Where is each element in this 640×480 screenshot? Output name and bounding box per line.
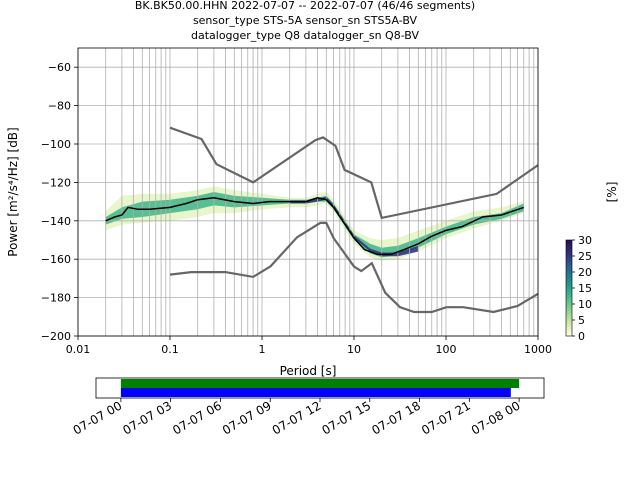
x-tick-label: 0.1: [161, 343, 179, 356]
colorbar-step: [566, 298, 572, 301]
x-tick-label: 1: [259, 343, 266, 356]
colorbar-step: [566, 244, 572, 247]
colorbar-step: [566, 288, 572, 291]
colorbar-step: [566, 254, 572, 257]
title-line-2: sensor_type STS-5A sensor_sn STS5A-BV: [193, 14, 418, 27]
colorbar-tick-label: 5: [578, 314, 585, 327]
colorbar-step: [566, 240, 572, 243]
colorbar-step: [566, 252, 572, 255]
colorbar-step: [566, 278, 572, 281]
y-tick-label: −80: [48, 100, 71, 113]
colorbar-step: [566, 334, 572, 337]
density-band-25pct: [289, 196, 419, 257]
colorbar-tick-label: 15: [578, 282, 592, 295]
colorbar-step: [566, 326, 572, 329]
colorbar-label: [%]: [605, 182, 619, 203]
colorbar-step: [566, 294, 572, 297]
x-tick-label: 100: [436, 343, 457, 356]
nlnm-curve: [169, 221, 539, 314]
colorbar-step: [566, 280, 572, 283]
title-line-3: datalogger_type Q8 datalogger_sn Q8-BV: [191, 29, 419, 42]
colorbar-tick-label: 0: [578, 330, 585, 343]
colorbar-step: [566, 320, 572, 323]
colorbar-step: [566, 308, 572, 311]
colorbar-step: [566, 324, 572, 327]
y-tick-label: −140: [41, 215, 71, 228]
plot-frame: [77, 47, 539, 337]
colorbar-step: [566, 304, 572, 307]
colorbar-step: [566, 272, 572, 275]
colorbar-step: [566, 330, 572, 333]
x-tick-label: 1000: [524, 343, 552, 356]
y-axis-label: Power [m²/s⁴/Hz] [dB]: [6, 127, 20, 256]
colorbar-tick-label: 25: [578, 250, 592, 263]
mode-line: [105, 197, 524, 256]
mode-layer: [105, 197, 524, 256]
colorbar-step: [566, 258, 572, 261]
y-tick-label: −60: [48, 61, 71, 74]
ppsd-plot: 0.01 0.1 1 10 100 1000 −200 −180 −160 −140 −120 −1…: [6, 47, 552, 378]
x-tick-label: 10: [347, 343, 361, 356]
colorbar-step: [566, 300, 572, 303]
y-tick-label: −180: [41, 292, 71, 305]
colorbar-step: [566, 322, 572, 325]
y-tick-label: −200: [41, 330, 71, 343]
colorbar-step: [566, 266, 572, 269]
density-band-12pct: [105, 192, 524, 258]
colorbar-step: [566, 292, 572, 295]
coverage-bar-blue: [120, 388, 511, 397]
colorbar-step: [566, 284, 572, 287]
colorbar-step: [566, 328, 572, 331]
colorbar-step: [566, 242, 572, 245]
colorbar-step: [566, 302, 572, 305]
coverage-bar-green: [120, 379, 520, 388]
colorbar-step: [566, 260, 572, 263]
colorbar-step: [566, 276, 572, 279]
title-line-1: BK.BK50.00.HHN 2022-07-07 -- 2022-07-07 …: [135, 0, 475, 12]
y-tick-label: −120: [41, 176, 71, 189]
colorbar-step: [566, 314, 572, 317]
colorbar-step: [566, 250, 572, 253]
colorbar-step: [566, 270, 572, 273]
x-axis-label: Period [s]: [280, 364, 337, 378]
coverage-bars: [120, 379, 520, 397]
colorbar: 0 5 10 15 20 25 30 [%]: [565, 182, 619, 343]
colorbar-tick-label: 10: [578, 298, 592, 311]
colorbar-step: [566, 290, 572, 293]
y-axis: −200 −180 −160 −140 −120 −100 −80 −60: [41, 61, 78, 343]
colorbar-step: [566, 268, 572, 271]
colorbar-step: [566, 296, 572, 299]
x-tick-label: 0.01: [66, 343, 91, 356]
y-tick-label: −160: [41, 253, 71, 266]
density-layer: [105, 186, 524, 262]
colorbar-gradient: [566, 240, 572, 337]
colorbar-step: [566, 286, 572, 289]
colorbar-step: [566, 282, 572, 285]
colorbar-step: [566, 306, 572, 309]
colorbar-step: [566, 256, 572, 259]
colorbar-step: [566, 310, 572, 313]
colorbar-step: [566, 246, 572, 249]
noise-model-layer: [169, 126, 539, 314]
colorbar-step: [566, 262, 572, 265]
colorbar-step: [566, 316, 572, 319]
colorbar-step: [566, 248, 572, 251]
x-axis: 0.01 0.1 1 10 100 1000: [66, 336, 552, 356]
nhnm-curve: [169, 126, 539, 220]
colorbar-step: [566, 264, 572, 267]
colorbar-tick-label: 30: [578, 234, 592, 247]
colorbar-step: [566, 332, 572, 335]
y-tick-label: −100: [41, 138, 71, 151]
colorbar-step: [566, 274, 572, 277]
colorbar-tick-label: 20: [578, 266, 592, 279]
colorbar-step: [566, 318, 572, 321]
colorbar-step: [566, 312, 572, 315]
colorbar-ticks: 0 5 10 15 20 25 30: [572, 234, 592, 343]
